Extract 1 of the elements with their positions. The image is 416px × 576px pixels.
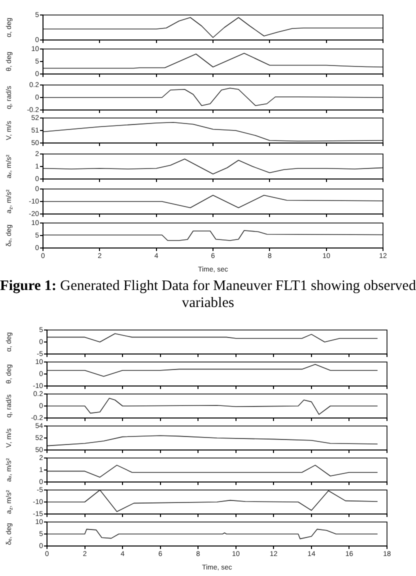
caption: Figure 1: Generated Flight Data for Maneuver FLT1 showing observed variables [0,278,416,312]
